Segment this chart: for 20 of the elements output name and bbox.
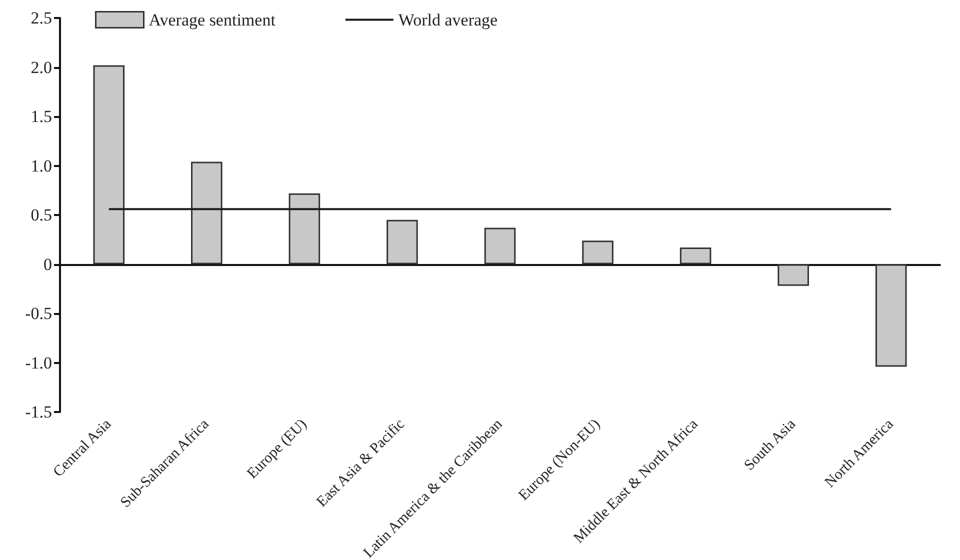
bar — [484, 228, 516, 264]
bar — [386, 220, 418, 264]
bar — [778, 264, 809, 286]
bar — [288, 193, 320, 264]
y-tick-label: 1.0 — [30, 156, 52, 176]
y-tick-label: 0.5 — [30, 206, 52, 224]
legend-label: Average sentiment — [148, 10, 276, 30]
y-tick-label: 1.5 — [30, 107, 52, 126]
y-tick-label: -0.5 — [25, 304, 52, 323]
y-tick-label: 0 — [44, 254, 52, 274]
bar — [93, 65, 125, 264]
y-tick-label: -1.0 — [25, 353, 52, 372]
bar — [680, 248, 712, 264]
legend-label: World average — [398, 10, 498, 30]
bar — [191, 162, 222, 264]
bar — [875, 264, 907, 367]
y-tick-label: 2.5 — [30, 8, 52, 28]
y-tick-label: -1.5 — [25, 402, 52, 422]
y-tick-label: 2.0 — [30, 58, 52, 77]
bar — [582, 240, 614, 264]
